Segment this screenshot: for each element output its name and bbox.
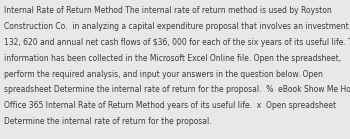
Text: information has been collected in the Microsoft Excel Online file. Open the spre: information has been collected in the Mi… [4, 54, 341, 63]
Text: Construction Co.  in analyzing a capital expenditure proposal that involves an i: Construction Co. in analyzing a capital … [4, 22, 350, 31]
Text: spreadsheet Determine the internal rate of return for the proposal.  %  eBook Sh: spreadsheet Determine the internal rate … [4, 85, 350, 95]
Text: 132, 620 and annual net cash flows of $36, 000 for each of the six years of its : 132, 620 and annual net cash flows of $3… [4, 38, 350, 47]
Text: Determine the internal rate of return for the proposal.: Determine the internal rate of return fo… [4, 117, 212, 126]
Text: Internal Rate of Return Method The internal rate of return method is used by Roy: Internal Rate of Return Method The inter… [4, 6, 332, 15]
Text: perform the required analysis, and input your answers in the question below. Ope: perform the required analysis, and input… [4, 70, 323, 79]
Text: Office 365 Internal Rate of Return Method years of its useful life.  x  Open spr: Office 365 Internal Rate of Return Metho… [4, 101, 336, 111]
